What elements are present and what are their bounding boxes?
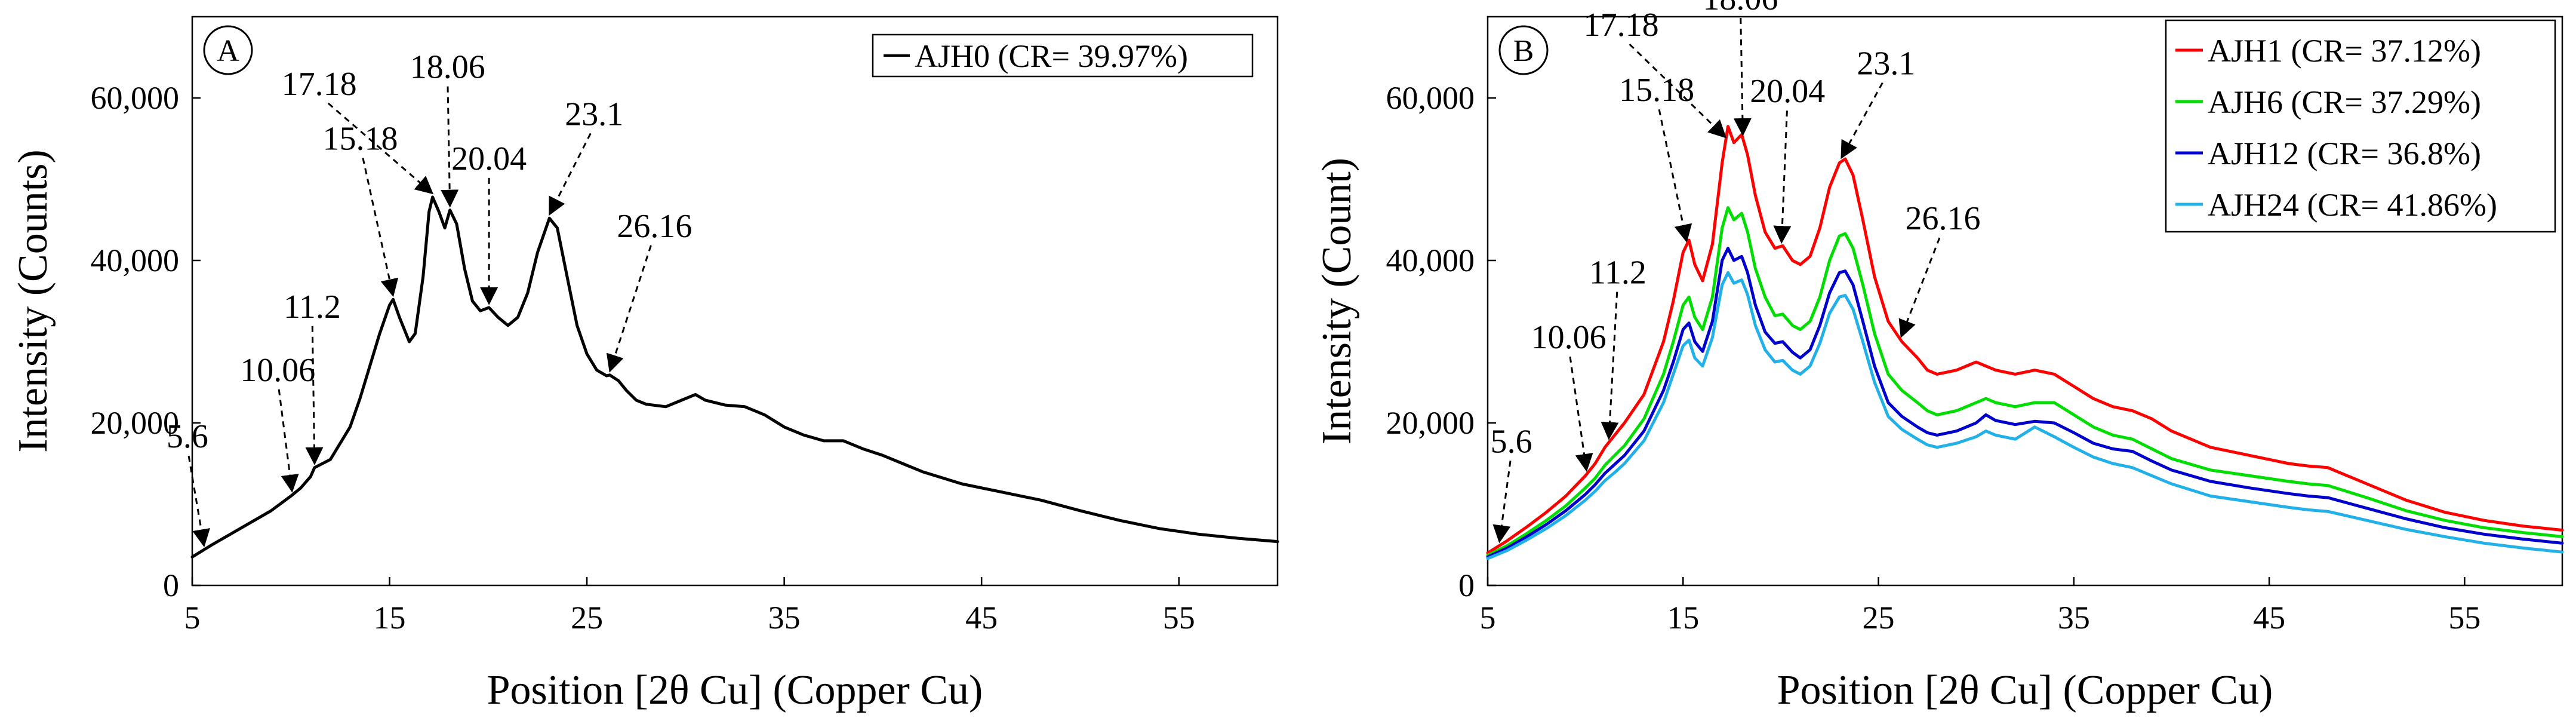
panel-a-x-tick-label: 25 [571, 600, 603, 636]
panel-b-annotation-arrow [1658, 109, 1692, 243]
panel-a-y-tick-label: 20,000 [91, 405, 180, 441]
panel-a-x-ticks: 5 15 25 35 45 55 [184, 577, 1195, 636]
panel-a-annotation-label: 5.6 [167, 418, 208, 455]
panel-a-annotation-label: 23.1 [565, 96, 623, 133]
panel-b-annotation-arrow [1841, 82, 1883, 159]
panel-b-annotation-arrow [1601, 292, 1619, 440]
panel-a-label-badge: A [203, 25, 253, 75]
panel-b-x-tick-label: 55 [2448, 600, 2480, 636]
panel-a-legend: AJH0 (CR= 39.97%) [872, 33, 1254, 78]
panel-b-label: B [1513, 34, 1534, 68]
panel-a-x-tick-label: 35 [768, 600, 801, 636]
panel-b-x-tick-label: 5 [1480, 600, 1496, 636]
panel-a-label: A [217, 34, 239, 68]
panel-a-x-tick-label: 15 [374, 600, 406, 636]
panel-b-annotation-label: 26.16 [1906, 200, 1981, 237]
panel-b-annotation-arrow [1733, 17, 1752, 136]
panel-a-x-tick-label: 55 [1163, 600, 1195, 636]
panel-b-annotation-label: 10.06 [1531, 319, 1606, 356]
panel-b-series-line-1 [1486, 206, 2564, 557]
panel-b-y-tick-label: 0 [1458, 567, 1475, 603]
panel-b-annotation-label: 18.06 [1703, 0, 1778, 17]
panel-b-annotation-arrow [1773, 111, 1792, 244]
panel-b-x-ticks: 5 15 25 35 45 55 [1480, 577, 2480, 636]
panel-b-y-ticks: 0 20,000 40,000 60,000 [1386, 80, 1496, 603]
panel-b-x-tick-label: 15 [1667, 600, 1699, 636]
panel-a-y-tick-label: 0 [163, 567, 179, 603]
panel-a-chart: 0 20,000 40,000 60,000 5 15 25 35 45 55 5.6 10.06… [10, 16, 1279, 713]
panel-a-annotation-label: 17.18 [282, 66, 357, 103]
panel-b-annotation-arrow [1629, 44, 1727, 139]
panel-b-annotation-label: 15.18 [1619, 72, 1694, 109]
panel-b-legend-label-2: AJH12 (CR= 36.8%) [2208, 136, 2481, 171]
panel-a-annotation-arrow [305, 326, 324, 465]
panel-a-x-axis-title: Position [2θ Cu] (Copper Cu) [487, 667, 983, 713]
panel-b-annotation-arrow [1569, 356, 1593, 472]
panel-b-chart: 0 20,000 40,000 60,000 5 15 25 35 45 55 5.6 10.06… [1314, 0, 2564, 713]
panel-a-series-line-0 [190, 195, 1279, 559]
panel-b-series-line-3 [1486, 271, 2564, 560]
panel-b-annotation-arrow [1492, 461, 1512, 544]
panel-b-y-axis-title: Intensity (Count) [1314, 158, 1360, 444]
panel-a-annotation-label: 18.06 [410, 49, 485, 86]
panel-b-legend-label-3: AJH24 (CR= 41.86%) [2208, 187, 2497, 223]
panel-b-legend-box [2165, 19, 2556, 233]
panel-a-annotation-arrow [362, 157, 399, 297]
panel-b-annotation-label: 23.1 [1857, 45, 1915, 82]
panel-b-series [1486, 125, 2564, 560]
panel-b-y-tick-label: 20,000 [1386, 405, 1475, 441]
panel-b-annotation-arrow [1898, 237, 1941, 338]
panel-a-annotation-arrow [278, 389, 299, 493]
panel-a-legend-box [872, 33, 1254, 78]
panel-a-annotation-label: 11.2 [284, 289, 341, 326]
panel-b-annotations: 5.6 10.06 11.2 15.18 17.18 18.06 20.04 23.1 26.1… [1491, 0, 1981, 544]
panel-b-x-tick-label: 35 [2058, 600, 2090, 636]
panel-b-label-badge: B [1498, 25, 1549, 75]
panel-b-annotation-label: 11.2 [1589, 254, 1646, 292]
panel-b-x-tick-label: 25 [1863, 600, 1895, 636]
panel-a-series [190, 195, 1279, 559]
panel-b-legend: AJH1 (CR= 37.12%) AJH6 (CR= 37.29%) AJH1… [2165, 19, 2556, 233]
panel-a-annotation-label: 10.06 [240, 352, 315, 389]
panel-b-plot-frame [1486, 16, 2563, 587]
panel-b-x-axis-title: Position [2θ Cu] (Copper Cu) [1777, 667, 2273, 713]
panel-b-legend-label-0: AJH1 (CR= 37.12%) [2208, 33, 2481, 69]
panel-a-y-ticks: 0 20,000 40,000 60,000 [91, 80, 201, 603]
panel-b-annotation-label: 20.04 [1750, 73, 1825, 110]
panel-a-x-tick-label: 5 [184, 600, 201, 636]
panel-b-series-line-2 [1486, 247, 2564, 559]
panel-a-legend-label-0: AJH0 (CR= 39.97%) [915, 38, 1188, 74]
panel-b-annotation-label: 17.18 [1584, 7, 1659, 44]
panel-b-y-tick-label: 40,000 [1386, 243, 1475, 278]
panel-a-y-tick-label: 40,000 [91, 243, 180, 278]
panel-b-y-tick-label: 60,000 [1386, 80, 1475, 116]
panel-a-annotation-label: 15.18 [322, 120, 398, 157]
panel-a-annotation-label: 26.16 [617, 208, 692, 245]
panel-b-x-tick-label: 45 [2253, 600, 2285, 636]
panel-a-x-tick-label: 45 [965, 600, 998, 636]
panel-a-y-axis-title: Intensity (Counts) [10, 149, 56, 452]
panel-a-annotation-label: 20.04 [451, 140, 527, 177]
panel-a-plot-frame [191, 16, 1279, 587]
panel-a-annotation-arrow [327, 102, 434, 195]
panel-a-annotations: 5.6 10.06 11.2 15.18 17.18 18.06 20.04 23.1 26.1… [167, 49, 692, 548]
panel-a-annotation-arrow [441, 86, 459, 208]
panel-a-annotation-arrow [606, 245, 652, 373]
panel-b-annotation-label: 5.6 [1491, 423, 1532, 460]
panel-b-legend-label-1: AJH6 (CR= 37.29%) [2208, 84, 2481, 120]
panel-b-series-line-0 [1486, 125, 2564, 555]
panel-a-annotation-arrow [549, 133, 592, 216]
panel-a-annotation-arrow [187, 455, 210, 548]
panel-a-y-tick-label: 60,000 [91, 80, 180, 116]
